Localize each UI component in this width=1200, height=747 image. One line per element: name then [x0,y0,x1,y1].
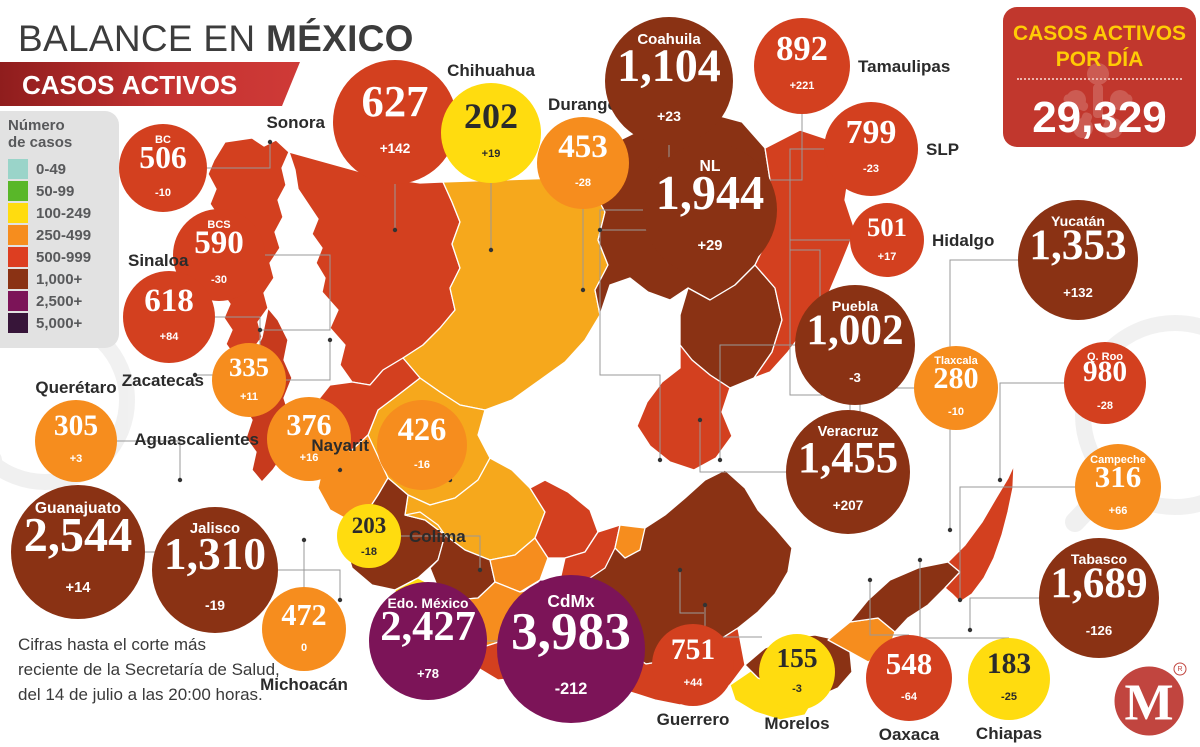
svg-text:R: R [1177,666,1182,673]
svg-text:M: M [1124,675,1173,732]
